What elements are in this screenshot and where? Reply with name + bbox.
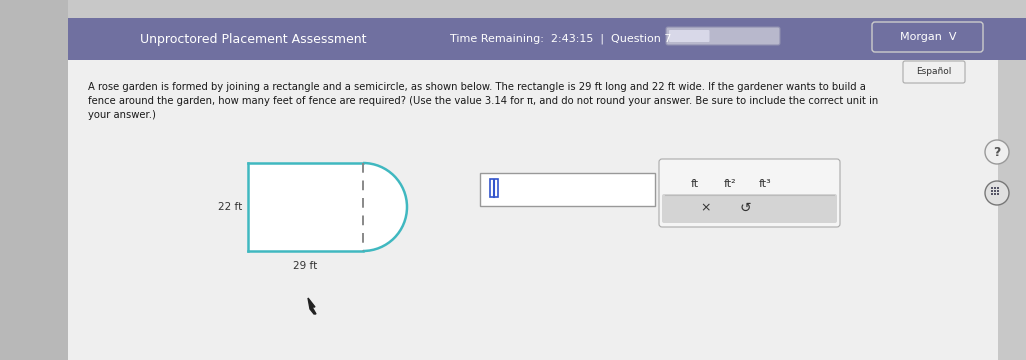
Bar bbox=[68, 60, 998, 360]
Polygon shape bbox=[308, 298, 316, 314]
Bar bbox=[490, 179, 498, 197]
Text: ft³: ft³ bbox=[758, 179, 772, 189]
Bar bbox=[997, 193, 999, 195]
Bar bbox=[0, 0, 68, 360]
Text: fence around the garden, how many feet of fence are required? (Use the value 3.1: fence around the garden, how many feet o… bbox=[88, 96, 878, 106]
FancyBboxPatch shape bbox=[903, 61, 965, 83]
Circle shape bbox=[985, 140, 1009, 164]
Bar bbox=[994, 190, 996, 192]
FancyBboxPatch shape bbox=[662, 194, 837, 223]
Text: ft²: ft² bbox=[723, 179, 737, 189]
Bar bbox=[997, 190, 999, 192]
Text: ?: ? bbox=[993, 145, 1000, 158]
Bar bbox=[997, 187, 999, 189]
Text: ft: ft bbox=[690, 179, 699, 189]
FancyBboxPatch shape bbox=[669, 30, 710, 42]
Text: Morgan  V: Morgan V bbox=[900, 32, 956, 42]
Text: your answer.): your answer.) bbox=[88, 110, 156, 120]
Bar bbox=[248, 163, 363, 251]
FancyBboxPatch shape bbox=[872, 22, 983, 52]
Bar bbox=[991, 190, 993, 192]
Bar bbox=[68, 18, 1026, 60]
Text: A rose garden is formed by joining a rectangle and a semicircle, as shown below.: A rose garden is formed by joining a rec… bbox=[88, 82, 866, 92]
Text: ×: × bbox=[701, 202, 711, 215]
FancyBboxPatch shape bbox=[659, 159, 840, 227]
Bar bbox=[991, 187, 993, 189]
Wedge shape bbox=[363, 163, 407, 251]
Bar bbox=[480, 173, 655, 206]
Text: Español: Español bbox=[916, 68, 952, 77]
Bar bbox=[994, 187, 996, 189]
FancyBboxPatch shape bbox=[666, 27, 780, 45]
Bar bbox=[994, 193, 996, 195]
Text: 29 ft: 29 ft bbox=[293, 261, 318, 271]
Bar bbox=[991, 193, 993, 195]
Text: Time Remaining:  2:43:15  |  Question 7: Time Remaining: 2:43:15 | Question 7 bbox=[450, 34, 671, 44]
Text: Unproctored Placement Assessment: Unproctored Placement Assessment bbox=[140, 32, 366, 45]
Text: ↺: ↺ bbox=[739, 201, 751, 215]
Text: 22 ft: 22 ft bbox=[218, 202, 242, 212]
Circle shape bbox=[985, 181, 1009, 205]
